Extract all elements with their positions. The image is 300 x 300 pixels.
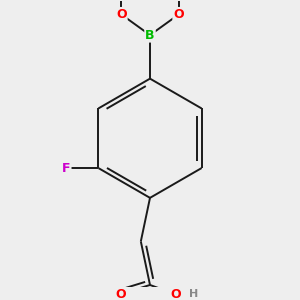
Text: O: O bbox=[116, 8, 127, 21]
Text: O: O bbox=[173, 8, 184, 21]
Text: O: O bbox=[115, 288, 125, 300]
Text: F: F bbox=[62, 161, 70, 175]
Text: O: O bbox=[170, 288, 181, 300]
Text: B: B bbox=[145, 28, 155, 42]
Text: H: H bbox=[189, 289, 198, 299]
